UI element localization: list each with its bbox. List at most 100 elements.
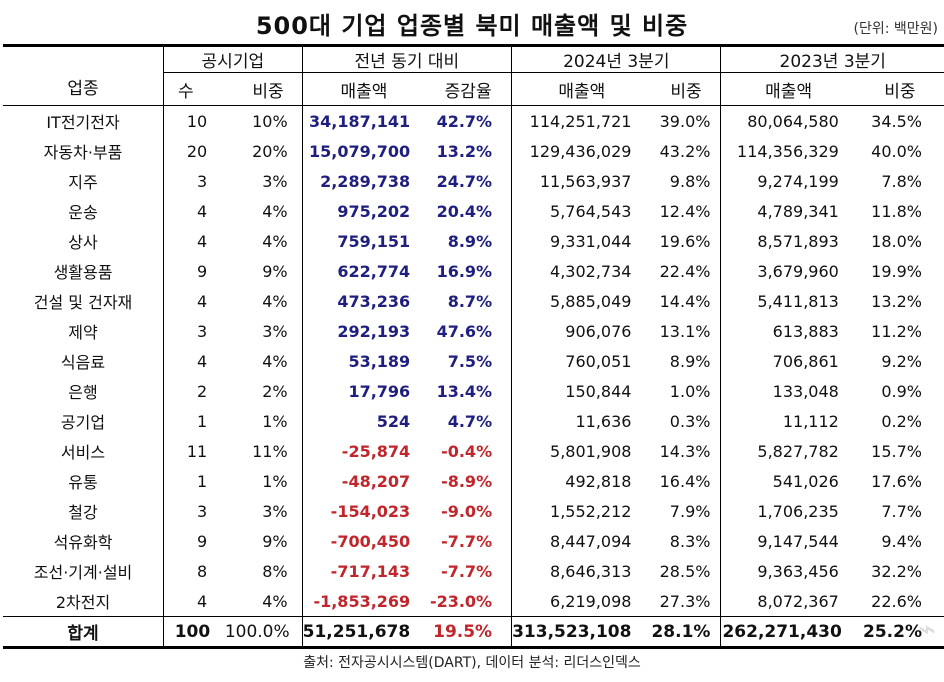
cell-share: 8%: [262, 561, 288, 581]
cell-count: 9: [163, 526, 225, 556]
cell-sales-2023: 9,274,199: [720, 166, 856, 196]
cell-share-2024: 1.0%: [669, 381, 711, 401]
cell-sales-2023: 80,064,580: [720, 105, 856, 136]
cell-industry: 생활용품: [53, 263, 113, 282]
header-yoy-sales: 매출액: [301, 72, 426, 106]
cell-yoy-sales: -25,874: [301, 436, 426, 466]
cell-industry: 운송: [68, 203, 98, 222]
cell-share-2024: 27.3%: [659, 591, 711, 611]
cell-sales-2023: 9,147,544: [720, 526, 856, 556]
cell-industry: 건설 및 건자재: [33, 293, 133, 312]
unit-note: (단위: 백만원): [853, 21, 939, 37]
table-row: IT전기전자 10 10% 34,187,141 42.7% 114,251,721 39.…: [3, 105, 944, 136]
cell-sales-2024: 8,447,094: [511, 526, 652, 556]
cell-count: 2: [163, 376, 225, 406]
cell-share-2023: 18.0%: [871, 231, 922, 251]
table-row: 식음료 4 4% 53,189 7.5% 760,051 8.9% 706,861 9.2%: [3, 346, 944, 376]
cell-share-2024: 28.5%: [659, 561, 711, 581]
cell-sales-2024: 5,764,543: [511, 196, 652, 226]
header-q3-2024: 2024년 3분기: [511, 47, 721, 73]
cell-yoy-rate: -0.4%: [441, 441, 493, 461]
cell-share-2024: 9.8%: [669, 171, 711, 191]
header-change-rate: 증감율: [425, 72, 512, 106]
cell-sales-2023: 8,571,893: [720, 226, 856, 256]
source-note: 출처: 전자공시시스템(DART), 데이터 분석: 리더스인덱스: [303, 655, 641, 671]
cell-sales-2024: 4,302,734: [511, 256, 652, 286]
cell-share: 4%: [262, 201, 288, 221]
header-industry: 업종: [3, 47, 164, 106]
cell-yoy-rate: -7.7%: [441, 561, 493, 581]
cell-sales-2023: 1,706,235: [720, 496, 856, 526]
cell-share-2024: 43.2%: [659, 141, 711, 161]
cell-share-2024: 8.3%: [669, 531, 711, 551]
header-share-2023: 비중: [855, 72, 944, 106]
cell-share: 9%: [262, 261, 288, 281]
cell-count: 1: [163, 406, 225, 436]
cell-yoy-sales: -48,207: [301, 466, 426, 496]
cell-share-2023: 0.9%: [881, 381, 922, 401]
cell-yoy-rate: 42.7%: [436, 111, 493, 131]
cell-yoy-rate: 4.7%: [447, 411, 493, 431]
cell-yoy-rate: 7.5%: [447, 351, 493, 371]
cell-industry: 서비스: [60, 443, 106, 462]
cell-share-2023: 7.8%: [881, 171, 922, 191]
page-title: 500대 기업 업종별 북미 매출액 및 비중: [255, 12, 689, 40]
total-yoy-rate: 19.5%: [425, 616, 512, 649]
cell-share-2024: 22.4%: [659, 261, 711, 281]
cell-share-2023: 0.2%: [881, 411, 922, 431]
cell-yoy-sales: -717,143: [301, 556, 426, 586]
cell-yoy-sales: -700,450: [301, 526, 426, 556]
table-row: 자동차·부품 20 20% 15,079,700 13.2% 129,436,029 43.…: [3, 136, 944, 166]
cell-share-2024: 12.4%: [659, 201, 711, 221]
watermark-logo: ⌁: [917, 612, 936, 647]
cell-industry: 상사: [68, 233, 98, 252]
cell-sales-2023: 114,356,329: [720, 136, 856, 166]
cell-yoy-rate: 24.7%: [436, 171, 493, 191]
cell-sales-2023: 541,026: [720, 466, 856, 496]
cell-count: 4: [163, 226, 225, 256]
cell-share-2023: 13.2%: [871, 291, 922, 311]
industry-sales-table: 업종 공시기업 전년 동기 대비 2024년 3분기 2023년 3분기 수 비…: [3, 47, 944, 649]
cell-sales-2024: 5,885,049: [511, 286, 652, 316]
cell-share: 4%: [262, 351, 288, 371]
total-sales-2023: 262,271,430: [720, 616, 856, 649]
cell-share: 4%: [262, 591, 288, 611]
cell-count: 4: [163, 346, 225, 376]
cell-sales-2024: 760,051: [511, 346, 652, 376]
cell-sales-2023: 4,789,341: [720, 196, 856, 226]
cell-share: 4%: [262, 231, 288, 251]
top-rule: [3, 44, 944, 47]
cell-yoy-sales: 975,202: [301, 196, 426, 226]
table-row: 석유화학 9 9% -700,450 -7.7% 8,447,094 8.3% 9,147,5…: [3, 526, 944, 556]
cell-share-2024: 0.3%: [669, 411, 711, 431]
cell-share-2023: 7.7%: [881, 501, 922, 521]
cell-yoy-rate: -7.7%: [441, 531, 493, 551]
total-row: 합계 100 100.0% 51,251,678 19.5% 313,523,1…: [3, 616, 944, 649]
total-yoy-sales: 51,251,678: [301, 616, 426, 649]
cell-yoy-sales: 473,236: [301, 286, 426, 316]
cell-industry: IT전기전자: [46, 113, 120, 132]
cell-sales-2024: 11,636: [511, 406, 652, 436]
cell-sales-2024: 5,801,908: [511, 436, 652, 466]
cell-yoy-sales: -154,023: [301, 496, 426, 526]
cell-share-2023: 9.2%: [881, 351, 922, 371]
cell-yoy-sales: 34,187,141: [301, 105, 426, 136]
cell-share-2023: 19.9%: [871, 261, 922, 281]
cell-share-2024: 39.0%: [659, 111, 711, 131]
header-sales-2024: 매출액: [511, 72, 652, 106]
cell-sales-2024: 6,219,098: [511, 586, 652, 617]
table-row: 조선·기계·설비 8 8% -717,143 -7.7% 8,646,313 28.5% 9,…: [3, 556, 944, 586]
cell-industry: 은행: [68, 383, 98, 402]
cell-share: 3%: [262, 501, 288, 521]
cell-industry: 2차전지: [55, 593, 111, 612]
table-row: 제약 3 3% 292,193 47.6% 906,076 13.1% 613,883 11.2…: [3, 316, 944, 346]
cell-sales-2024: 129,436,029: [511, 136, 652, 166]
table-row: 지주 3 3% 2,289,738 24.7% 11,563,937 9.8% 9,274,1…: [3, 166, 944, 196]
cell-share-2024: 16.4%: [659, 471, 711, 491]
cell-share-2024: 7.9%: [669, 501, 711, 521]
cell-share: 4%: [262, 291, 288, 311]
total-sales-2024: 313,523,108: [511, 616, 652, 649]
cell-industry: 유통: [68, 473, 98, 492]
cell-sales-2023: 3,679,960: [720, 256, 856, 286]
cell-sales-2023: 133,048: [720, 376, 856, 406]
